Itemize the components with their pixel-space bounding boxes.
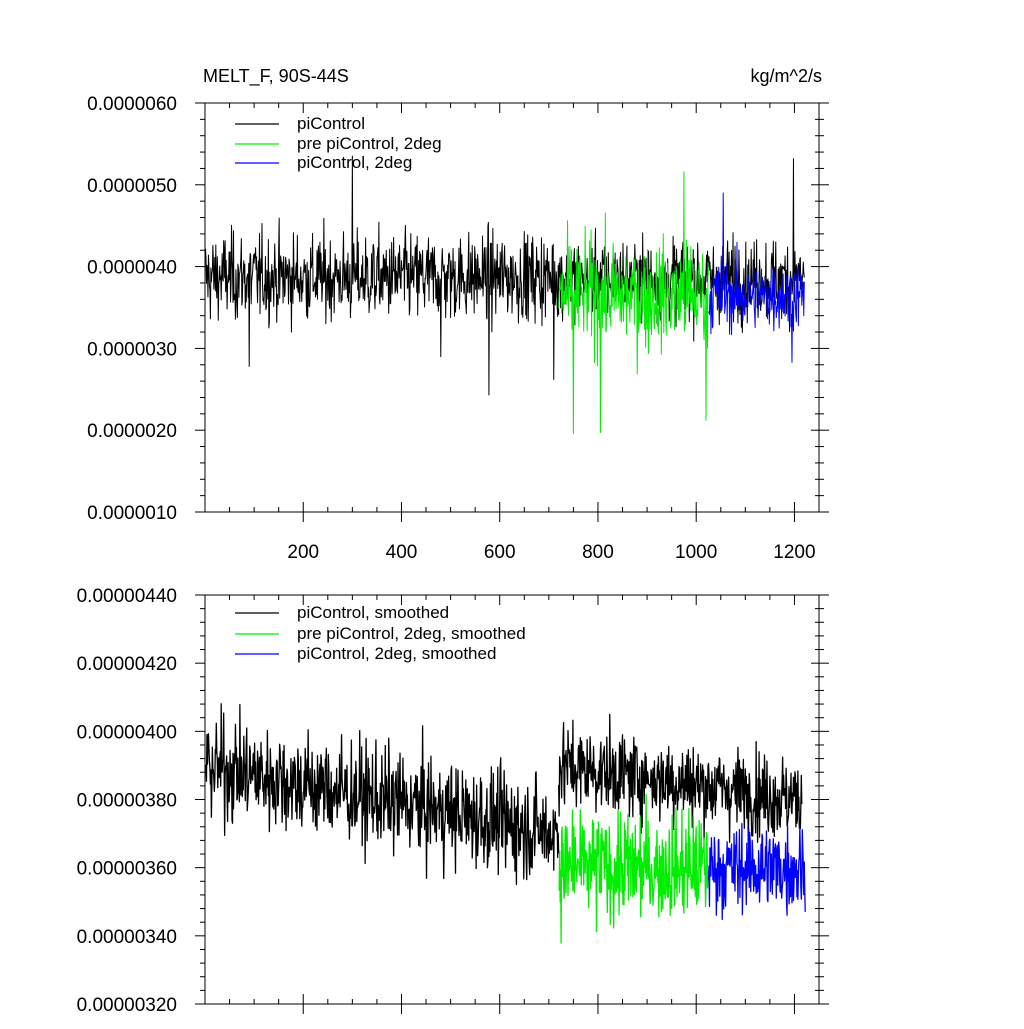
top-panel: MELT_F, 90S-44S kg/m^2/s 200 400 600 800 100… xyxy=(87,66,829,563)
bottom-legend: piControl, smoothed pre piControl, 2deg,… xyxy=(235,603,526,663)
top-title-right: kg/m^2/s xyxy=(751,66,822,86)
top-plot-frame xyxy=(204,102,820,513)
y-tick-label: 0.00000440 xyxy=(77,586,177,607)
y-tick-label: 0.00000360 xyxy=(77,859,177,880)
bottom-legend-label-1: piControl, smoothed xyxy=(297,603,449,622)
y-tick-label: 0.00000380 xyxy=(77,791,177,812)
x-tick-label: 400 xyxy=(386,542,418,563)
series-line-picontrol-2deg-smoothed xyxy=(707,823,806,921)
y-tick-label: 0.0000040 xyxy=(87,258,177,279)
series-line-picontrol-2deg xyxy=(708,192,805,363)
y-tick-label: 0.0000030 xyxy=(87,339,177,360)
x-tick-label: 800 xyxy=(582,542,614,563)
bottom-panel: 0.00000320 0.00000340 0.00000360 0.00000380… xyxy=(77,586,829,1016)
top-title-left: MELT_F, 90S-44S xyxy=(203,66,349,87)
top-legend-label-2: pre piControl, 2deg xyxy=(297,134,442,153)
x-tick-label: 1000 xyxy=(675,542,717,563)
series-line-pre-picontrol-2deg xyxy=(558,171,709,434)
top-legend-label-1: piControl xyxy=(297,114,365,133)
x-tick-label: 600 xyxy=(484,542,516,563)
series-line-pre-picontrol-2deg-smoothed xyxy=(558,794,710,944)
y-tick-label: 0.0000010 xyxy=(87,503,177,524)
y-tick-label: 0.00000340 xyxy=(77,927,177,948)
y-tick-label: 0.0000050 xyxy=(87,176,177,197)
series-line-picontrol xyxy=(204,155,560,396)
y-tick-label: 0.00000320 xyxy=(77,995,177,1016)
top-legend: piControl pre piControl, 2deg piControl,… xyxy=(235,114,442,172)
bottom-ticks: 0.00000320 0.00000340 0.00000360 0.00000380… xyxy=(77,586,829,1016)
top-ticks: 200 400 600 800 1000 1200 0.0000010 0.0000020 0.… xyxy=(87,94,829,563)
y-tick-label: 0.0000060 xyxy=(87,94,177,115)
top-legend-label-3: piControl, 2deg xyxy=(297,153,412,172)
y-tick-label: 0.00000400 xyxy=(77,722,177,743)
x-tick-label: 1200 xyxy=(773,542,815,563)
y-tick-label: 0.00000420 xyxy=(77,654,177,675)
bottom-series-lines xyxy=(204,703,806,944)
y-tick-label: 0.0000020 xyxy=(87,421,177,442)
x-tick-label: 200 xyxy=(287,542,319,563)
series-line-picontrol-smoothed-overlay xyxy=(558,713,803,845)
bottom-legend-label-2: pre piControl, 2deg, smoothed xyxy=(297,624,526,643)
bottom-legend-label-3: piControl, 2deg, smoothed xyxy=(297,644,496,663)
top-series-lines xyxy=(204,155,805,434)
series-line-picontrol-smoothed xyxy=(204,703,560,886)
